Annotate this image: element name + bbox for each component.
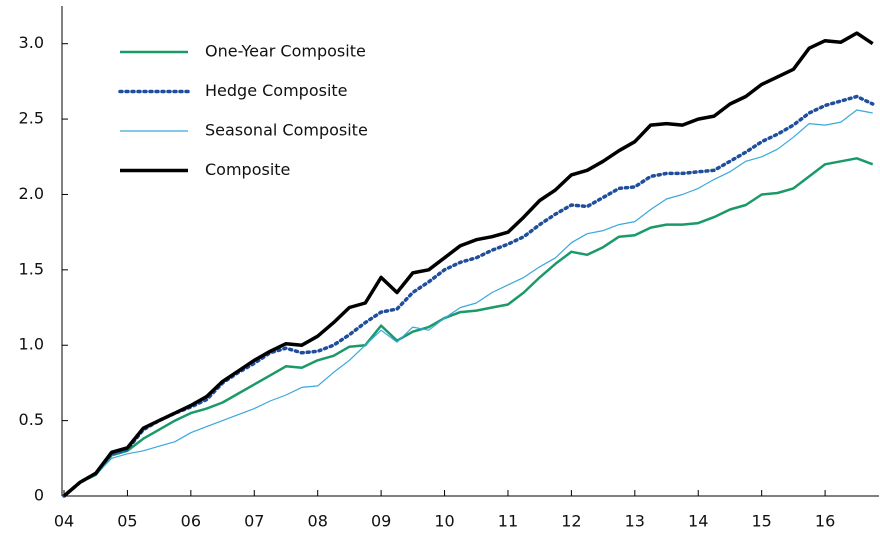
series-line	[62, 31, 874, 498]
x-tick-label: 10	[434, 512, 454, 531]
series-line	[63, 157, 874, 497]
x-tick-label: 05	[117, 512, 137, 531]
x-tick-label: 09	[371, 512, 391, 531]
legend-label: Seasonal Composite	[205, 121, 368, 140]
y-tick-label: 2.5	[19, 109, 44, 128]
x-tick-label: 04	[54, 512, 74, 531]
x-tick-label: 12	[561, 512, 581, 531]
x-tick-label: 13	[625, 512, 645, 531]
x-tick-label: 07	[244, 512, 264, 531]
x-tick-label: 06	[181, 512, 201, 531]
y-tick-label: 2.0	[19, 184, 44, 203]
legend-label: Hedge Composite	[205, 81, 348, 100]
legend-label: One-Year Composite	[205, 42, 366, 61]
series-line	[62, 94, 875, 498]
y-tick-label: 0.5	[19, 410, 44, 429]
series-line	[63, 109, 873, 497]
y-tick-label: 1.5	[19, 259, 44, 278]
y-tick-label: 3.0	[19, 33, 44, 52]
legend-label: Composite	[205, 160, 290, 179]
x-tick-label: 16	[815, 512, 835, 531]
x-tick-label: 15	[751, 512, 771, 531]
x-tick-label: 08	[308, 512, 328, 531]
x-tick-label: 14	[688, 512, 708, 531]
x-tick-label: 11	[498, 512, 518, 531]
y-tick-label: 0	[34, 486, 44, 505]
y-tick-label: 1.0	[19, 335, 44, 354]
